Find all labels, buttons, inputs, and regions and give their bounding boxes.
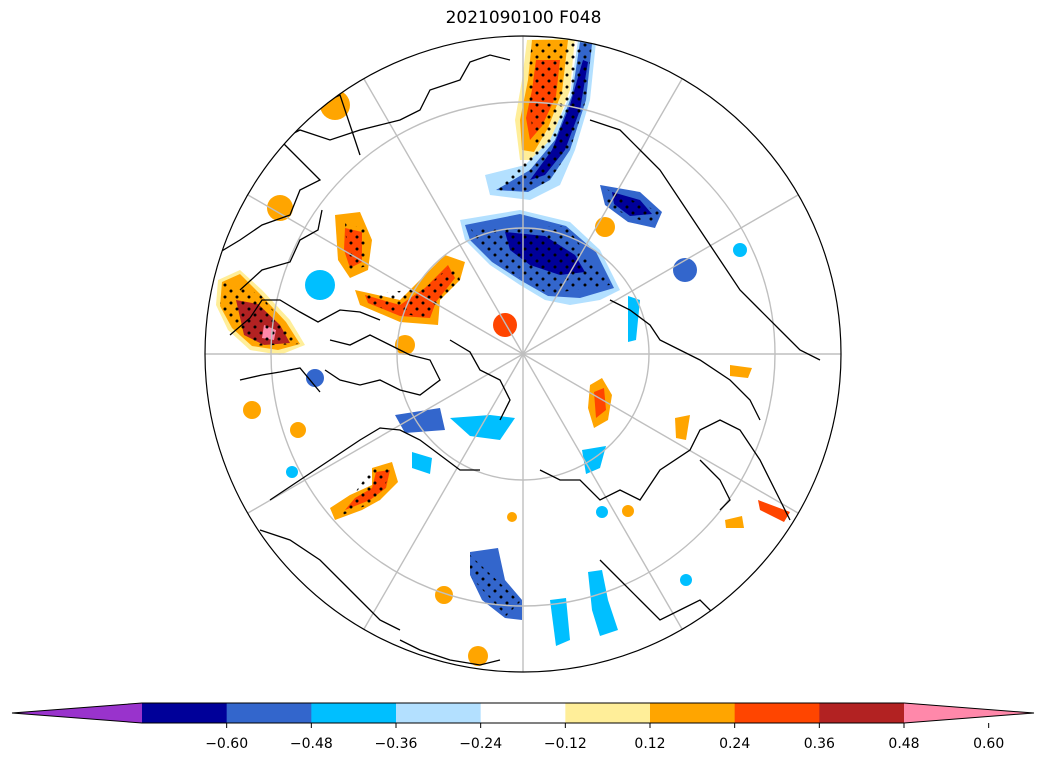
anomaly-east-spot-4 xyxy=(725,516,744,528)
colorbar-extend-high xyxy=(904,703,1034,723)
colorbar-bin xyxy=(734,703,820,723)
stipple-central xyxy=(470,226,610,294)
stipple-northeast xyxy=(604,188,660,226)
colorbar-bin xyxy=(396,703,482,723)
colorbar-bin xyxy=(142,703,228,723)
anomaly-southwest-spot xyxy=(243,401,261,419)
anomaly-spot-6 xyxy=(306,369,324,387)
colorbar-bin xyxy=(311,703,397,723)
colorbar: −0.60 −0.48 −0.36 −0.24 −0.12 0.12 0.24 0.36 0.4… xyxy=(11,702,1035,752)
anomaly-bottom-negative-2 xyxy=(588,570,618,636)
stipple-west xyxy=(220,282,300,346)
anomaly-spot-7 xyxy=(673,258,697,282)
anomaly-spot-8 xyxy=(733,243,747,257)
anomaly-bottom-negative-3 xyxy=(550,598,570,646)
colorbar-tick-label: −0.60 xyxy=(205,736,248,752)
colorbar-tick-label: −0.24 xyxy=(459,736,502,752)
anomaly-east-positive-inner xyxy=(594,388,606,418)
colorbar-tick-label: −0.36 xyxy=(375,736,418,752)
colorbar-tick-label: 0.36 xyxy=(804,736,835,752)
coastlines xyxy=(214,54,821,666)
colorbar-bin xyxy=(819,703,905,723)
colorbar-tick-label: 0.24 xyxy=(719,736,750,752)
anomaly-east-strip xyxy=(628,296,640,342)
colorbar-extend-low xyxy=(12,703,142,723)
stipple-canada-band xyxy=(365,262,460,320)
stipple-bottom xyxy=(470,555,520,616)
anomaly-spot-3 xyxy=(267,195,293,221)
stipple-southwest xyxy=(335,466,392,518)
anomaly-spot-2 xyxy=(493,313,517,337)
colorbar-bin xyxy=(480,703,566,723)
anomaly-bottom-spot xyxy=(435,586,453,604)
colorbar-tick-label: 0.48 xyxy=(888,736,919,752)
colorbar-bin xyxy=(650,703,736,723)
colorbar-tick-label: −0.12 xyxy=(544,736,587,752)
anomaly-east-spot-2 xyxy=(730,365,752,378)
anomaly-bottom-spot-2 xyxy=(468,646,488,666)
anomaly-spot-4 xyxy=(305,270,335,300)
anomaly-east-strip-2 xyxy=(582,446,606,474)
colorbar-tick-label: 0.60 xyxy=(973,736,1004,752)
anomaly-streak-negative xyxy=(485,40,596,200)
colorbar-tick-label: −0.48 xyxy=(290,736,333,752)
stipple-streak xyxy=(496,40,592,192)
anomaly-bottom-spot-5 xyxy=(596,506,608,518)
graticule xyxy=(205,36,841,672)
anomaly-east-spot xyxy=(675,415,690,440)
map-boundary xyxy=(204,35,842,673)
anomaly-south-negative-2 xyxy=(450,415,515,440)
anomaly-bottom-spot-4 xyxy=(622,505,634,517)
colorbar-outline xyxy=(11,702,1035,724)
anomaly-spot-9 xyxy=(595,217,615,237)
anomaly-bottom-spot-3 xyxy=(507,512,517,522)
significance-stippling xyxy=(220,40,660,616)
anomaly-southwest-spot-2 xyxy=(290,422,306,438)
anomaly-fields xyxy=(216,38,790,666)
map-content xyxy=(205,36,841,672)
anomaly-south-negative-3 xyxy=(412,452,432,474)
anomaly-bottom-spot-6 xyxy=(680,574,692,586)
anomaly-southwest-spot-3 xyxy=(286,466,298,478)
anomaly-east-spot-3 xyxy=(758,500,790,522)
anomaly-south-negative xyxy=(395,408,445,433)
chart-title: 2021090100 F048 xyxy=(445,8,602,28)
colorbar-bin xyxy=(565,703,651,723)
colorbar-tick-label: 0.12 xyxy=(634,736,665,752)
colorbar-bin xyxy=(226,703,312,723)
stipple-canada xyxy=(345,222,366,272)
